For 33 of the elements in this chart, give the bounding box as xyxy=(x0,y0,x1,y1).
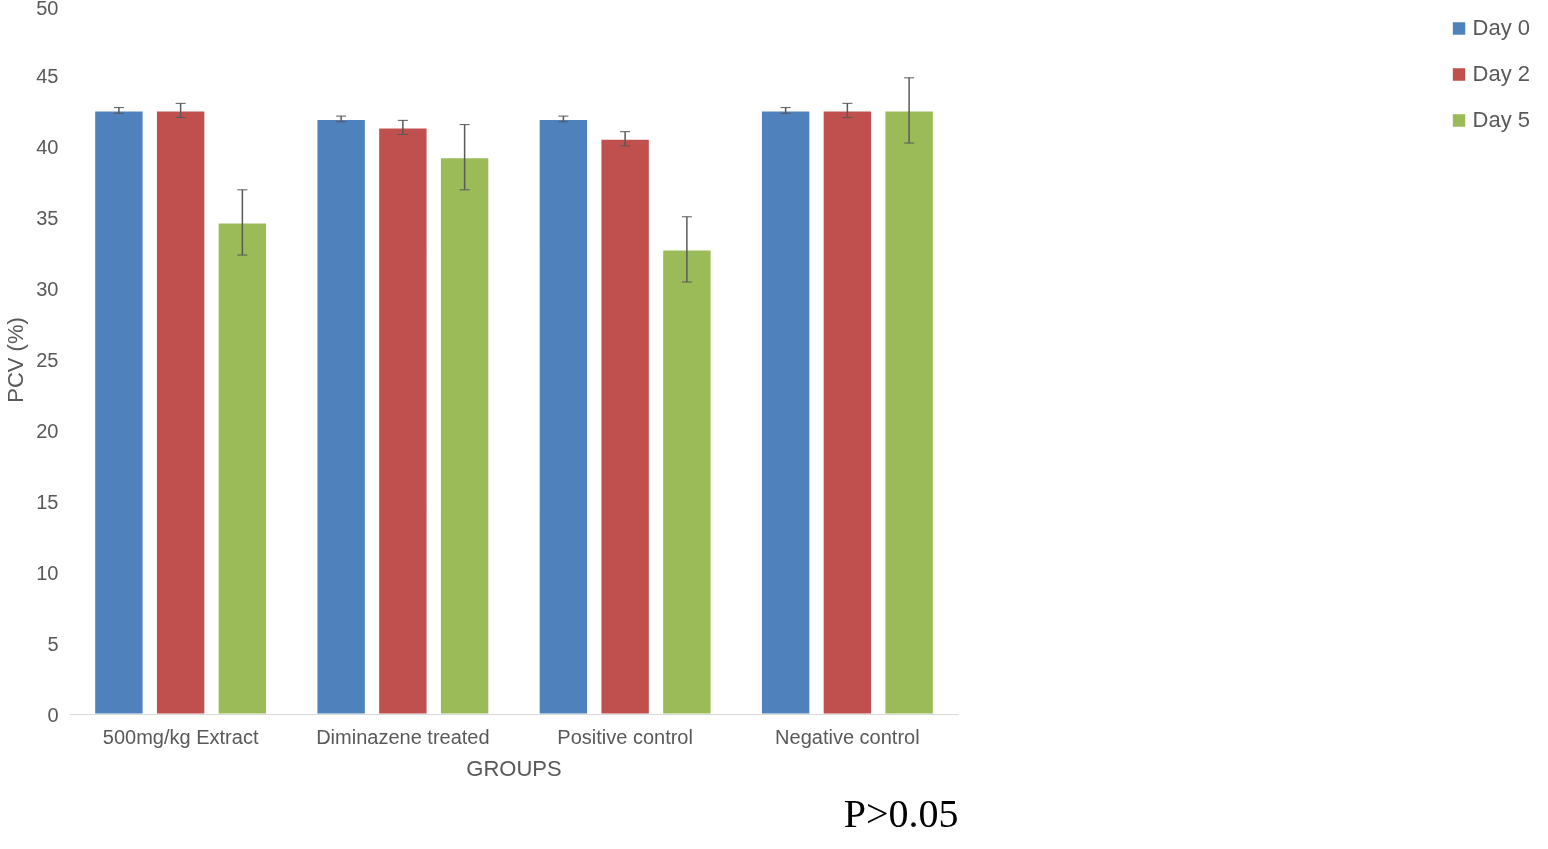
y-axis-title: PCV (%) xyxy=(3,317,29,403)
bar xyxy=(537,117,590,715)
y-tick-label: 10 xyxy=(36,561,59,584)
y-tick-label: 30 xyxy=(36,278,59,301)
y-tick-label: 40 xyxy=(36,136,59,159)
y-tick-label: 45 xyxy=(36,65,59,88)
bar xyxy=(599,137,651,715)
bar xyxy=(759,109,812,715)
y-tick-label: 35 xyxy=(36,207,59,230)
bar xyxy=(377,126,429,715)
y-tick-label: 50 xyxy=(36,0,59,19)
text: P>0.05 xyxy=(843,790,959,836)
x-axis-title: GROUPS xyxy=(466,755,562,781)
bar xyxy=(315,117,367,715)
bar xyxy=(883,109,935,715)
legend-label: Day 5 xyxy=(1472,107,1530,133)
y-tick-label: 0 xyxy=(47,703,59,726)
y-tick-label: 5 xyxy=(47,632,59,655)
bar xyxy=(661,248,713,715)
bar xyxy=(821,109,874,715)
x-tick-label: Negative control xyxy=(775,725,920,748)
bar xyxy=(93,109,145,715)
y-tick-label: 25 xyxy=(36,349,59,371)
bar xyxy=(216,221,269,715)
legend-label: Day 0 xyxy=(1472,15,1530,41)
x-tick-label: Positive control xyxy=(557,725,693,748)
x-tick-label: Diminazene treated xyxy=(316,725,490,748)
x-tick-label: 500mg/kg Extract xyxy=(102,725,259,748)
bar xyxy=(154,109,207,715)
y-tick-label: 15 xyxy=(36,490,59,513)
y-tick-label: 20 xyxy=(36,419,59,442)
bar xyxy=(438,156,491,715)
legend-label: Day 2 xyxy=(1472,61,1530,87)
